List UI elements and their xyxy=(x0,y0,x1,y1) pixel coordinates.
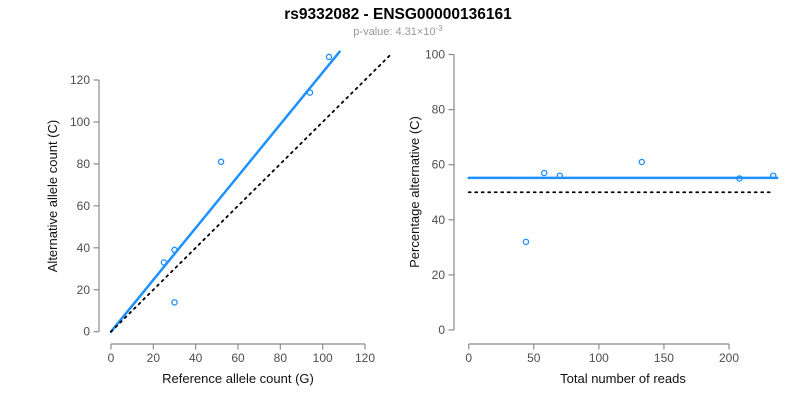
y-tick-label: 60 xyxy=(432,158,446,172)
y-tick-label: 0 xyxy=(83,325,90,339)
data-point xyxy=(522,238,530,246)
y-tick-label: 0 xyxy=(438,323,445,337)
data-point xyxy=(540,169,548,177)
y-tick-label: 120 xyxy=(70,73,90,87)
data-point xyxy=(325,53,333,61)
y-tick-label: 100 xyxy=(70,115,90,129)
y-tick-label: 40 xyxy=(77,241,91,255)
x-tick-label: 0 xyxy=(108,351,115,365)
x-tick-label: 100 xyxy=(313,351,333,365)
data-point xyxy=(306,89,314,96)
data-point xyxy=(171,299,178,306)
x-tick-label: 60 xyxy=(231,351,245,365)
panel-pct-vs-total-reads: 0 50 100 150 200 0 20 40 60 80 100 xyxy=(425,48,779,365)
x-tick-label: 40 xyxy=(189,351,203,365)
left-x-axis-title: Reference allele count (G) xyxy=(162,371,314,386)
y-tick-label: 80 xyxy=(432,103,446,117)
x-tick-label: 120 xyxy=(355,351,375,365)
data-point xyxy=(556,172,564,179)
y-tick-label: 60 xyxy=(77,199,91,213)
data-point xyxy=(736,175,743,182)
y-tick-label: 20 xyxy=(432,268,446,282)
left-y-axis-title: Alternative allele count (C) xyxy=(45,120,60,272)
right-x-axis-title: Total number of reads xyxy=(560,371,686,386)
x-tick-label: 80 xyxy=(274,351,288,365)
p-value-text: p-value: 4.31×10 xyxy=(353,26,435,38)
panel-ref-vs-alt-counts: 0 20 40 60 80 100 120 0 20 40 60 80 100 120 xyxy=(70,50,391,365)
x-tick-label: 0 xyxy=(465,351,472,365)
y-tick-label: 20 xyxy=(77,283,91,297)
chart-subtitle: p-value: 4.31×10-3 xyxy=(353,24,443,38)
data-point xyxy=(160,259,168,266)
data-point xyxy=(638,158,646,166)
chart-title: rs9332082 - ENSG00000136161 xyxy=(284,6,512,23)
y-tick-label: 80 xyxy=(77,157,91,171)
data-point xyxy=(770,172,777,179)
fitted-line xyxy=(109,50,341,333)
y-tick-label: 100 xyxy=(425,48,445,62)
x-tick-label: 20 xyxy=(147,351,161,365)
data-point xyxy=(171,246,178,254)
data-point xyxy=(217,158,225,166)
identity-line xyxy=(110,54,391,333)
y-tick-label: 40 xyxy=(432,213,446,227)
x-tick-label: 200 xyxy=(719,351,739,365)
x-tick-label: 50 xyxy=(527,351,541,365)
x-tick-label: 150 xyxy=(654,351,674,365)
p-value-exponent: -3 xyxy=(436,24,444,33)
x-tick-label: 100 xyxy=(589,351,609,365)
right-y-axis-title: Percentage alternative (C) xyxy=(407,116,422,268)
